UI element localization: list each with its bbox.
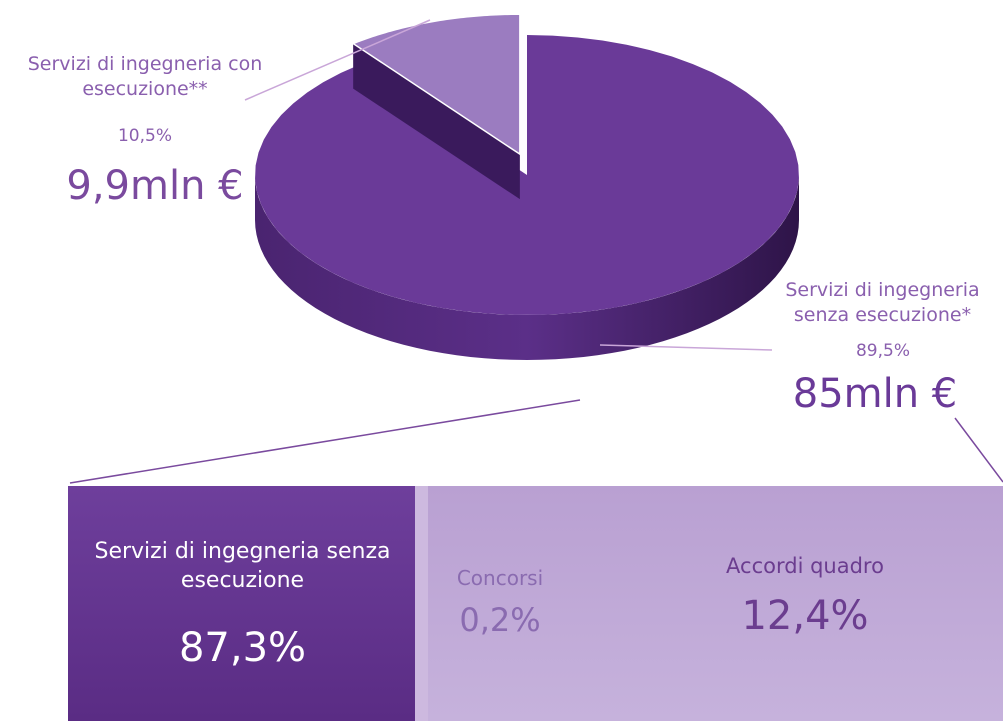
breakdown-label: Concorsi — [456, 566, 544, 590]
slice-value-label: 10,5% — [117, 126, 172, 146]
breakdown-label: Servizi di ingegneria senza esecuzione — [94, 539, 391, 593]
zoom-line — [69, 399, 581, 484]
breakdown-value: 87,3% — [178, 625, 307, 671]
slice-label: Servizi di ingegneria senza esecuzione* — [785, 279, 980, 326]
breakdown-value: 12,4% — [741, 593, 869, 639]
breakdown-box — [68, 486, 415, 721]
amount-label: 9,9mln € — [66, 163, 244, 209]
breakdown-label: Accordi quadro — [726, 554, 884, 578]
slice-label: Servizi di ingegneria con esecuzione** — [27, 53, 263, 100]
pie-slice-edge — [353, 43, 520, 200]
pie-slice — [255, 35, 799, 315]
amount-label: 85mln € — [792, 371, 958, 417]
zoom-line — [954, 417, 1003, 483]
pie-slice-side — [255, 175, 799, 360]
breakdown-box — [415, 486, 428, 721]
pie-slice — [351, 13, 521, 156]
breakdown-box — [428, 486, 1003, 721]
breakdown-value: 0,2% — [459, 601, 541, 639]
leader-line — [599, 344, 773, 351]
pie — [255, 13, 799, 360]
slice-value-label: 89,5% — [855, 341, 910, 361]
leader-line — [244, 19, 431, 101]
